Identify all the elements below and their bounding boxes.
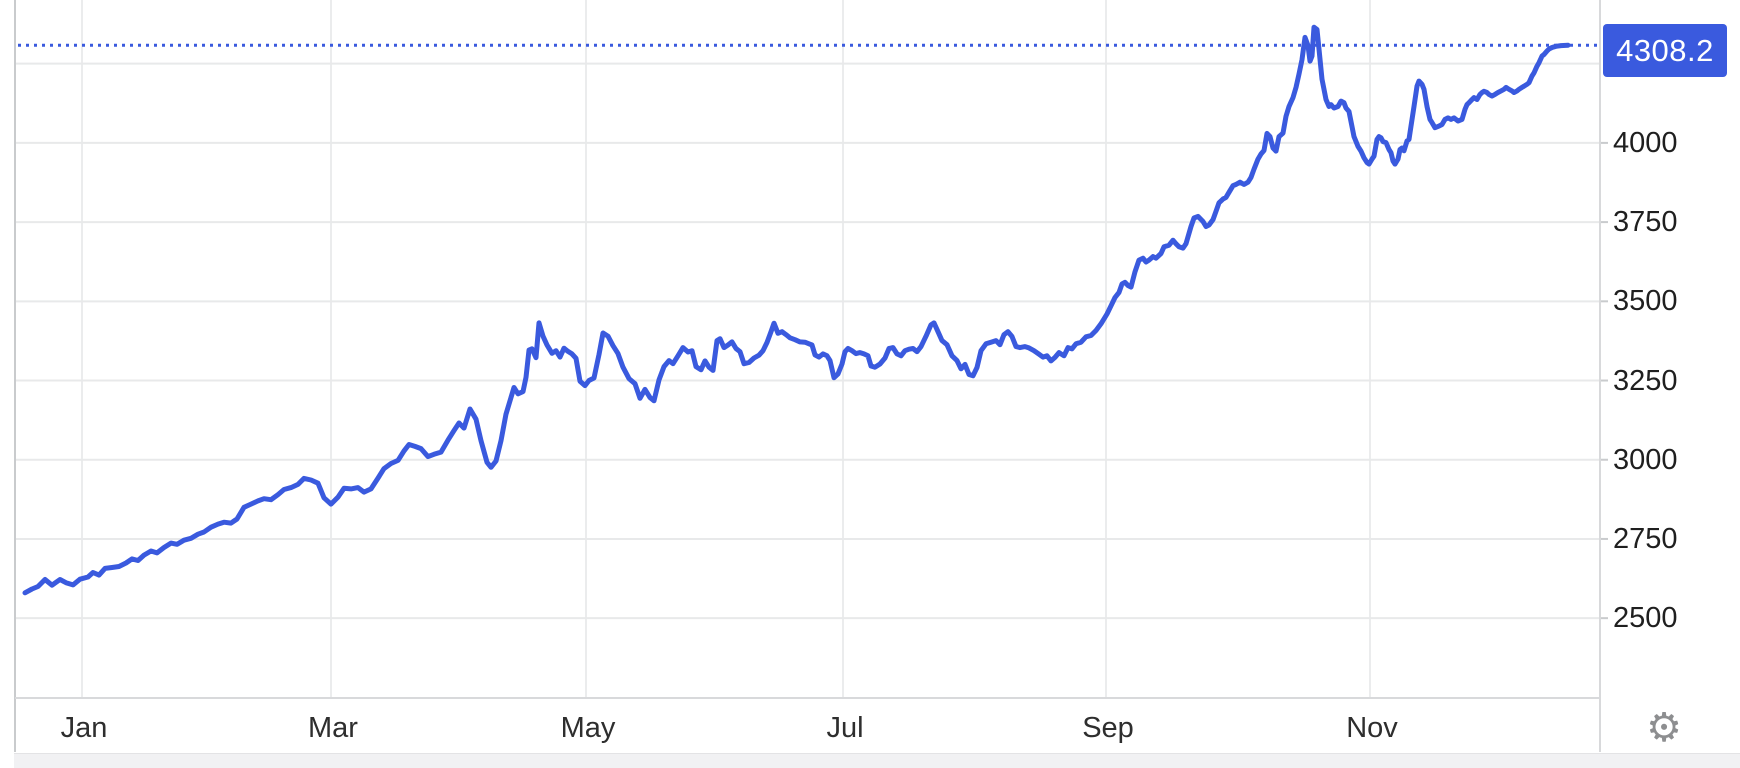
bottom-scroll-strip [14, 753, 1740, 768]
x-axis-label: Jan [60, 712, 108, 744]
y-axis-label: 3250 [1613, 364, 1678, 397]
y-axis-label: 3500 [1613, 285, 1678, 318]
y-axis-label: 2750 [1613, 522, 1678, 555]
x-axis-label: Nov [1346, 712, 1398, 744]
y-axis-label: 2500 [1613, 602, 1678, 635]
gear-icon[interactable]: ⚙ [1646, 706, 1682, 750]
x-axis-label: Sep [1082, 712, 1134, 744]
current-value-badge: 4308.2 [1603, 24, 1727, 77]
x-axis-label: Mar [308, 712, 358, 744]
y-axis-label: 3750 [1613, 206, 1678, 239]
price-line [22, 24, 1571, 596]
y-axis-label: 3000 [1613, 443, 1678, 476]
y-axis-label: 4000 [1613, 126, 1678, 159]
x-axis-label: Jul [826, 712, 864, 744]
x-axis-label: May [560, 712, 616, 744]
